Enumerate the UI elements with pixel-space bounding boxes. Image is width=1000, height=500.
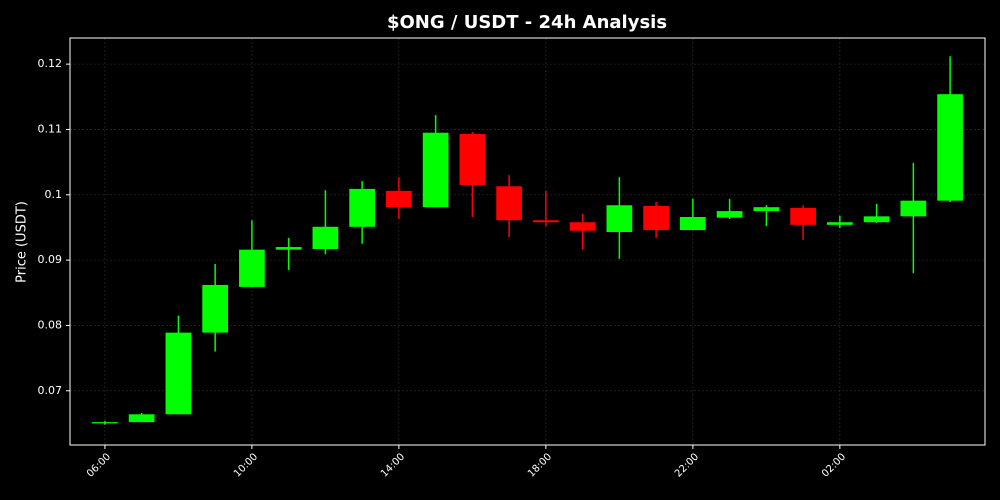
candle-body: [239, 249, 265, 287]
y-tick-label: 0.07: [38, 384, 63, 397]
candle-body: [202, 284, 229, 333]
plot-border: [69, 37, 986, 446]
chart-title: $ONG / USDT - 24h Analysis: [387, 12, 667, 33]
candle-body: [937, 94, 963, 201]
candle-body: [606, 205, 633, 233]
candle-body: [349, 188, 375, 227]
candle-body: [312, 226, 339, 250]
candle-body: [533, 220, 559, 223]
candle-body: [386, 190, 412, 208]
y-tick-label: 0.08: [38, 318, 63, 331]
y-tick-label: 0.11: [38, 122, 63, 135]
y-tick-label: 0.09: [38, 253, 63, 266]
candle-body: [422, 132, 449, 208]
candle-body: [459, 134, 486, 185]
candle-body: [275, 247, 302, 250]
candle-body: [900, 200, 927, 217]
candle-body: [92, 422, 118, 424]
candle-body: [753, 207, 780, 212]
candle-body: [128, 414, 155, 423]
candle-body: [716, 211, 743, 218]
candle-body: [680, 217, 706, 231]
candle-body: [643, 205, 669, 231]
candle-body: [165, 332, 192, 415]
y-tick-label: 0.12: [38, 57, 63, 70]
y-axis-label: Price (USDT): [15, 201, 30, 283]
candle-body: [496, 186, 522, 221]
candle-body: [826, 222, 853, 225]
candle-body: [569, 222, 596, 231]
candle-body: [790, 207, 816, 225]
y-tick-label: 0.1: [45, 188, 63, 201]
candle-body: [863, 216, 890, 223]
